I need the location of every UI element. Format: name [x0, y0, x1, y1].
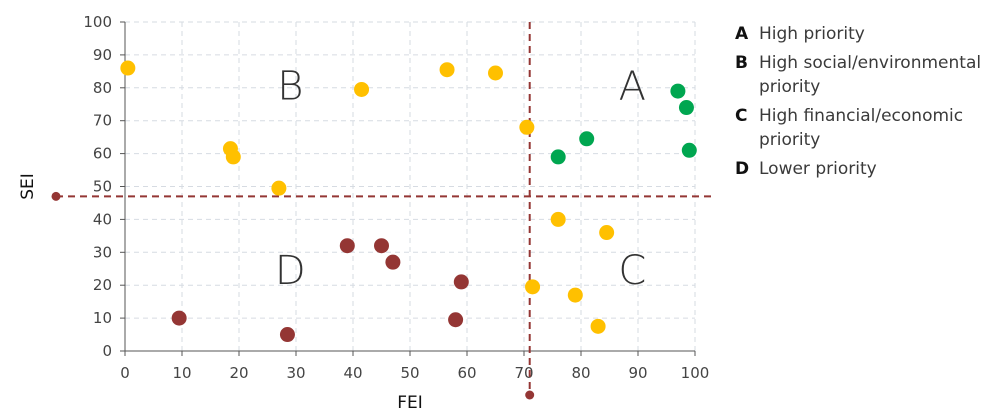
data-point: [567, 287, 583, 303]
x-tick-label: 60: [457, 364, 476, 382]
legend-key: A: [735, 24, 749, 44]
y-tick-label: 30: [93, 243, 112, 261]
data-point: [279, 327, 295, 343]
data-point: [374, 238, 389, 254]
x-tick-label: 30: [286, 364, 305, 382]
data-point: [488, 65, 503, 81]
y-tick-label: 70: [93, 112, 112, 130]
legend-item-c: C High financial/economic priority: [735, 104, 990, 152]
data-point: [385, 254, 401, 270]
data-point: [550, 149, 566, 165]
data-point: [354, 81, 370, 97]
legend-item-b: B High social/environmental priority: [735, 51, 990, 99]
data-point: [271, 180, 287, 196]
x-tick-label: 10: [172, 364, 191, 382]
data-point: [599, 225, 615, 241]
x-axis-title: FEI: [397, 393, 423, 413]
data-point: [579, 131, 595, 147]
data-point: [525, 279, 541, 295]
data-point: [448, 312, 464, 328]
x-tick-label: 50: [400, 364, 419, 382]
legend-text: High social/environmental priority: [759, 53, 982, 97]
data-point: [453, 274, 469, 290]
data-point: [550, 211, 566, 227]
legend-key: D: [735, 159, 750, 179]
data-point: [678, 100, 694, 116]
data-point: [590, 318, 606, 334]
data-point: [681, 142, 697, 158]
legend: A High priority B High social/environmen…: [735, 22, 990, 186]
quadrant-label: C: [618, 248, 646, 294]
scatter-chart: 0 10 20 30 40 50 60 70 80 90 100 0 10 20 30 40 50 60 70 80 9…: [18, 13, 712, 413]
legend-item-a: A High priority: [735, 22, 990, 46]
legend-text: Lower priority: [759, 159, 877, 179]
threshold-marker-horizontal: [51, 191, 61, 201]
quadrant-label: B: [277, 64, 303, 110]
x-tick-label: 0: [120, 364, 130, 382]
quadrant-label: D: [275, 248, 306, 294]
data-point: [339, 238, 355, 254]
data-point: [439, 62, 455, 78]
y-tick-label: 40: [93, 210, 112, 228]
y-tick-label: 50: [93, 178, 112, 196]
x-tick-label: 40: [343, 364, 362, 382]
legend-item-d: D Lower priority: [735, 157, 990, 181]
y-tick-label: 80: [93, 79, 112, 97]
y-tick-label: 100: [83, 13, 112, 31]
data-point: [519, 119, 535, 135]
y-tick-label: 0: [102, 342, 112, 360]
x-tick-label: 70: [514, 364, 533, 382]
x-tick-label: 100: [681, 364, 710, 382]
data-point: [670, 83, 686, 99]
legend-key: C: [735, 106, 748, 126]
x-tick-label: 90: [628, 364, 647, 382]
y-tick-label: 90: [93, 46, 112, 64]
data-point: [120, 60, 136, 76]
y-tick-label: 60: [93, 145, 112, 163]
y-axis-title: SEI: [18, 173, 38, 200]
data-point: [171, 310, 187, 326]
x-tick-label: 20: [229, 364, 248, 382]
legend-key: B: [735, 53, 748, 73]
quadrant-label: A: [619, 64, 646, 110]
legend-text: High priority: [759, 24, 865, 44]
x-tick-label: 80: [571, 364, 590, 382]
threshold-marker-vertical: [525, 390, 535, 400]
data-point: [225, 149, 241, 165]
legend-text: High financial/economic priority: [759, 106, 964, 150]
y-tick-label: 10: [93, 309, 112, 327]
y-tick-label: 20: [93, 276, 112, 294]
